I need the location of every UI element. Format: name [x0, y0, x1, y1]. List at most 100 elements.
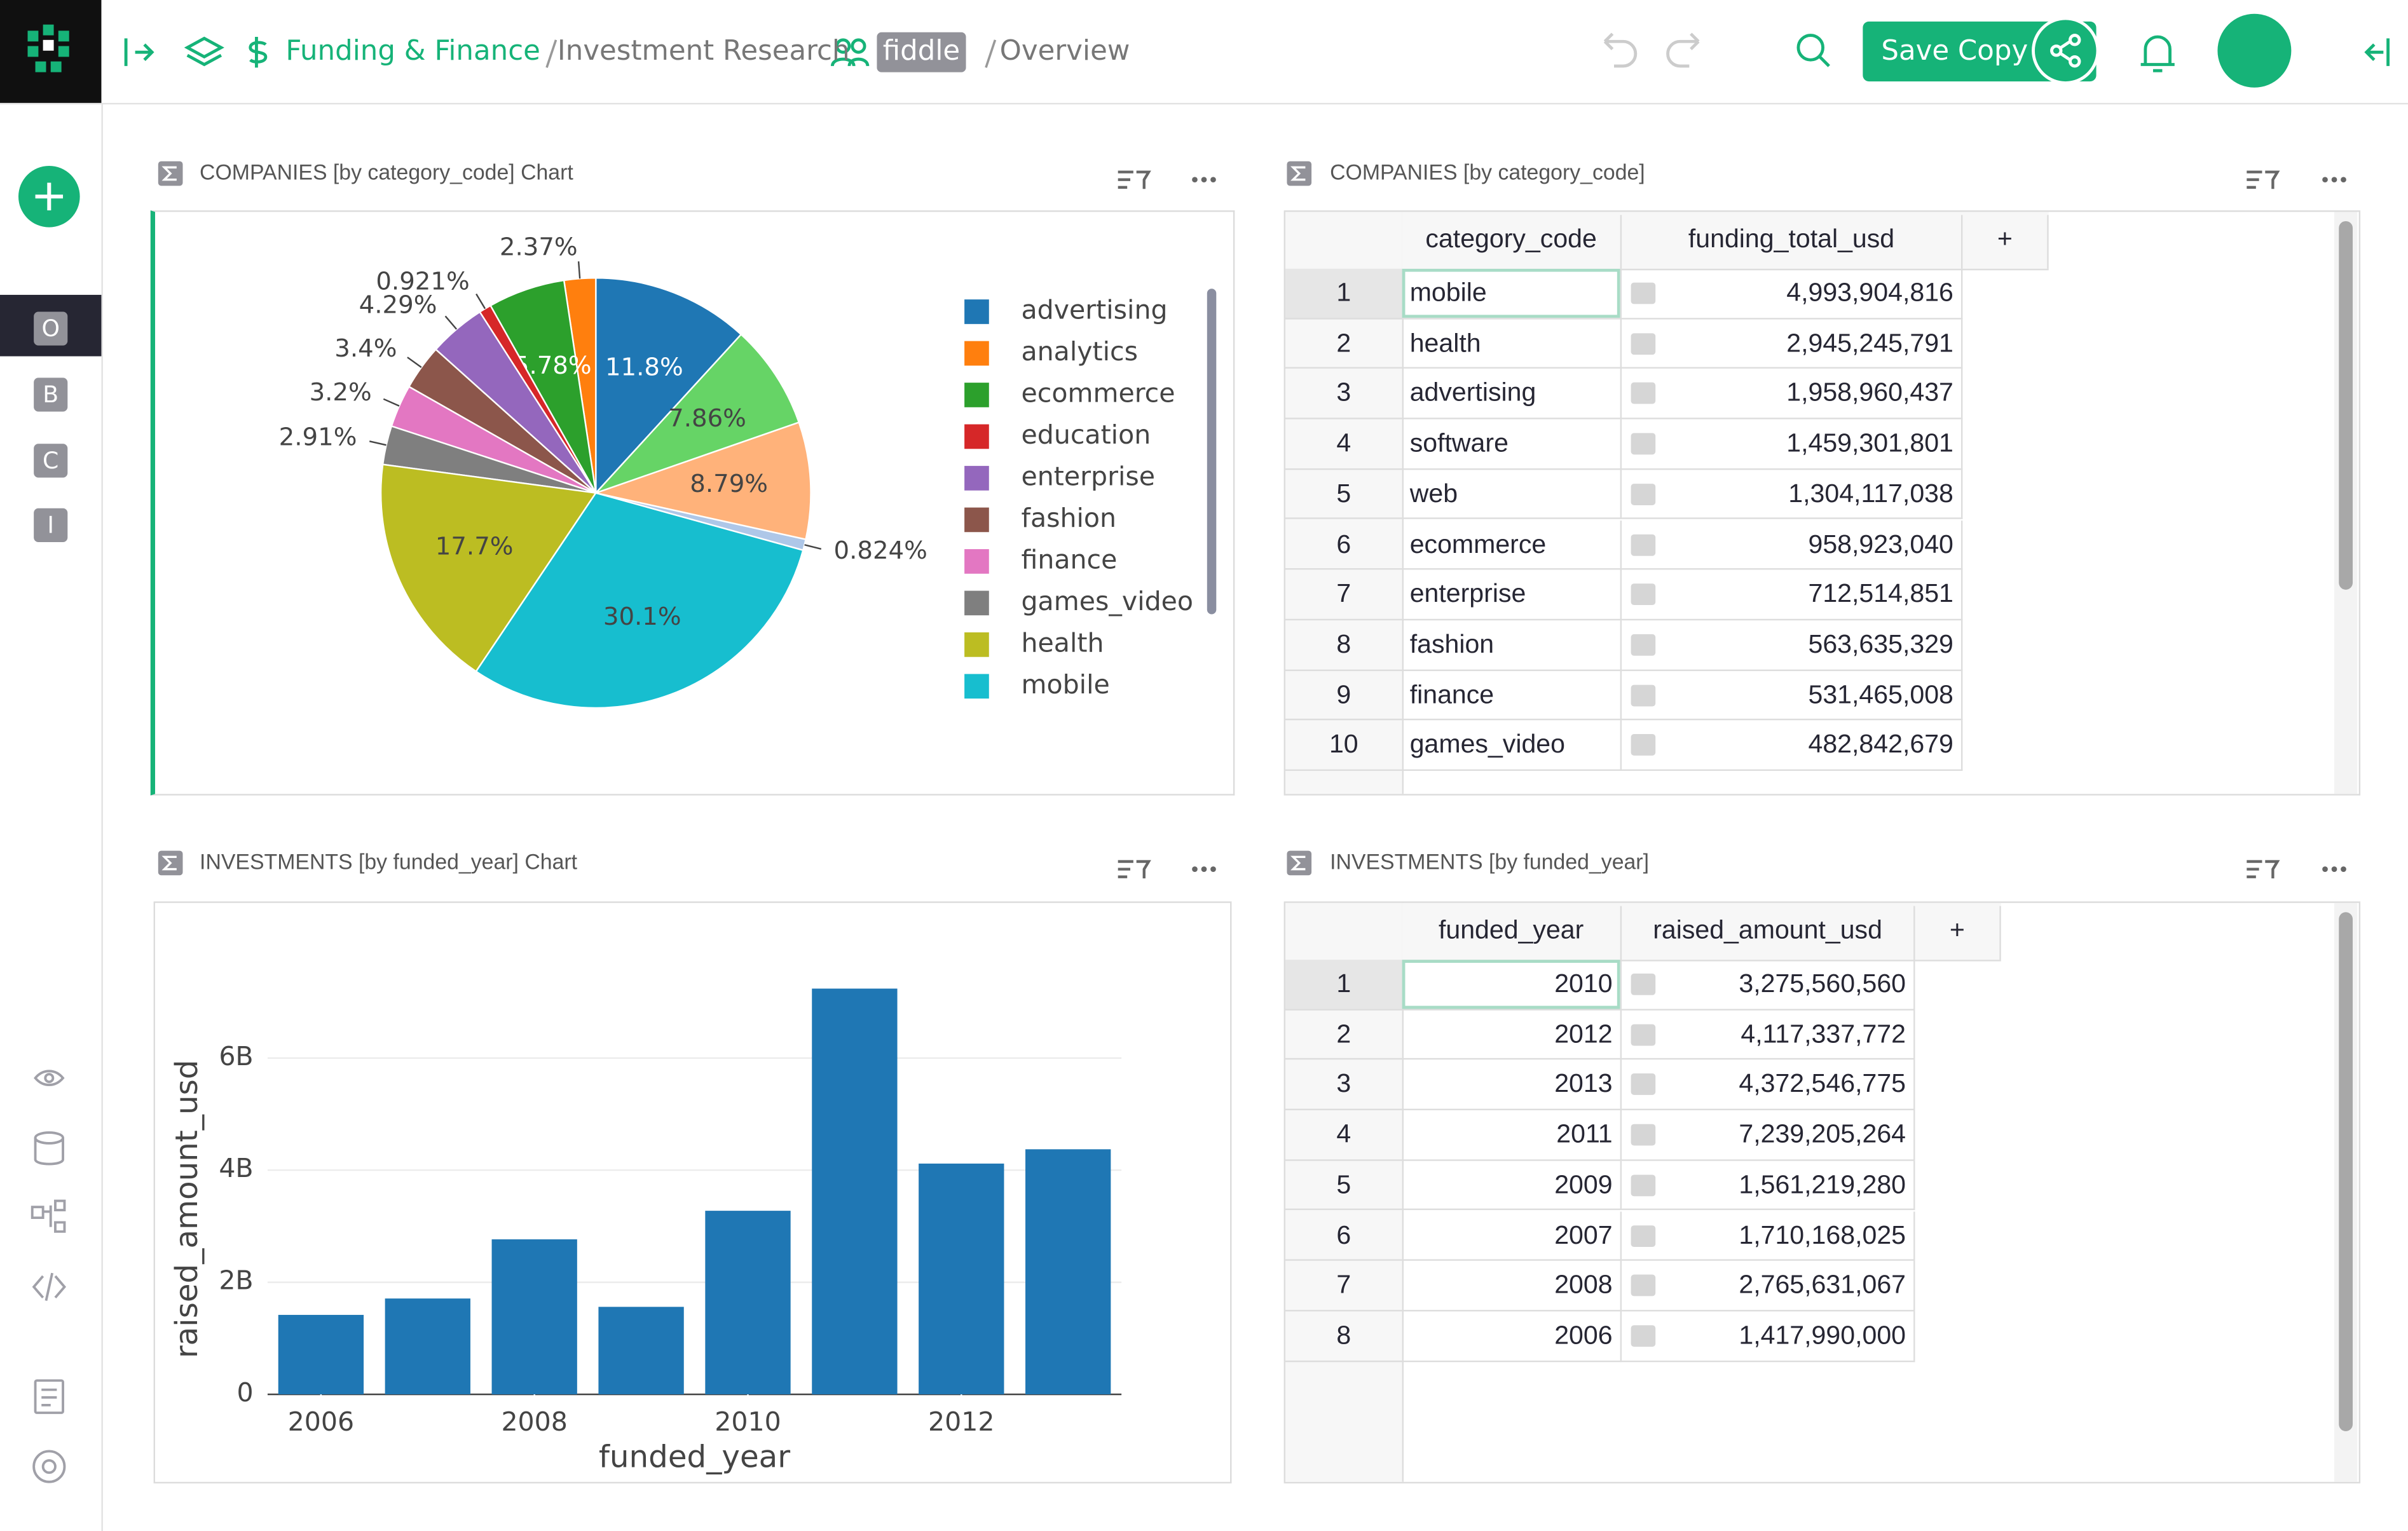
- column-header: raised_amount_usd: [1622, 906, 1915, 960]
- column-header: category_code: [1402, 215, 1622, 269]
- row-number: 5: [1285, 470, 1402, 520]
- pie-widget: 11.8%2.37%5.78%0.921%4.29%3.4%3.2%2.91%1…: [151, 210, 1235, 796]
- bar: [812, 989, 897, 1394]
- slice-label: 2.37%: [500, 233, 578, 262]
- row-number: 7: [1285, 1261, 1402, 1311]
- y-tick-label: 6B: [219, 1041, 253, 1072]
- bar: [919, 1164, 1004, 1394]
- table-cell: 2011: [1402, 1110, 1622, 1160]
- reference-icon: [1631, 383, 1656, 405]
- reference-icon: [1631, 433, 1656, 455]
- table-cell: 2,765,631,067: [1622, 1261, 1915, 1311]
- table-cell: 1,710,168,025: [1622, 1211, 1915, 1261]
- y-tick-label: 4B: [219, 1153, 253, 1183]
- row-number: 2: [1285, 1010, 1402, 1060]
- y-tick-label: 0: [236, 1377, 253, 1408]
- table-cell: 1,417,990,000: [1622, 1311, 1915, 1361]
- avatar[interactable]: [2217, 14, 2291, 88]
- slice-label: 3.4%: [334, 334, 397, 363]
- table-cell: 958,923,040: [1622, 520, 1962, 570]
- row-number: 1: [1285, 269, 1402, 319]
- legend-label: health: [1022, 627, 1104, 658]
- breadcrumb-page[interactable]: Investment Research: [558, 36, 850, 68]
- x-tick-label: 2012: [928, 1406, 995, 1437]
- breadcrumb-doc[interactable]: Funding & Finance: [285, 36, 540, 68]
- slice-label: 3.2%: [310, 378, 372, 407]
- legend-swatch: [964, 425, 989, 449]
- slice-label: 17.7%: [435, 532, 514, 561]
- table-cell: games_video: [1402, 721, 1622, 771]
- label-leader: [446, 316, 457, 329]
- table-cell: 2007: [1402, 1211, 1622, 1261]
- table-cell: 4,372,546,775: [1622, 1060, 1915, 1110]
- table-cell: 1,561,219,280: [1622, 1160, 1915, 1211]
- table-cell: 482,842,679: [1622, 721, 1962, 771]
- legend-swatch: [964, 674, 989, 699]
- page-letter[interactable]: I: [34, 508, 67, 542]
- label-leader: [369, 441, 386, 445]
- table-cell: software: [1402, 419, 1622, 470]
- row-number: 9: [1285, 670, 1402, 721]
- pie-chart: 11.8%2.37%5.78%0.921%4.29%3.4%3.2%2.91%1…: [155, 212, 1233, 794]
- table-cell: fashion: [1402, 620, 1622, 670]
- reference-icon: [1631, 1325, 1656, 1347]
- save-copy-label[interactable]: Save Copy: [1881, 36, 2028, 68]
- reference-icon: [1631, 333, 1656, 355]
- undo-redo[interactable]: [1605, 34, 1699, 66]
- legend-label: mobile: [1022, 669, 1110, 700]
- slice-label: 7.86%: [668, 404, 746, 433]
- legend-swatch: [964, 591, 989, 616]
- page-letter[interactable]: O: [34, 312, 67, 346]
- legend-swatch: [964, 632, 989, 657]
- add-column[interactable]: +: [1962, 215, 2048, 269]
- table-cell: health: [1402, 319, 1622, 369]
- y-tick-label: 2B: [219, 1265, 253, 1296]
- slice-label: 2.91%: [279, 423, 357, 451]
- legend-label: enterprise: [1022, 461, 1156, 491]
- add-column[interactable]: +: [1915, 906, 2001, 960]
- label-leader: [407, 357, 421, 367]
- row-number: 5: [1285, 1160, 1402, 1211]
- table-cell: 7,239,205,264: [1622, 1110, 1915, 1160]
- legend-swatch: [964, 466, 989, 491]
- legend-label: analytics: [1022, 336, 1139, 367]
- table-cell: 4,117,337,772: [1622, 1010, 1915, 1060]
- table-cell: 3,275,560,560: [1622, 960, 1915, 1010]
- column-header: funding_total_usd: [1622, 215, 1962, 269]
- table-widget: funded_yearraised_amount_usd+120103,275,…: [1284, 901, 2360, 1483]
- table-cell: 2012: [1402, 1010, 1622, 1060]
- table-cell: 1,304,117,038: [1622, 470, 1962, 520]
- table-cell: 2009: [1402, 1160, 1622, 1211]
- y-axis-title: raised_amount_usd: [169, 1060, 205, 1359]
- scrollbar-thumb: [2339, 221, 2353, 590]
- row-number: 8: [1285, 620, 1402, 670]
- row-number: 6: [1285, 1211, 1402, 1261]
- reference-icon: [1631, 1275, 1656, 1296]
- legend-scrollbar: [1207, 289, 1216, 614]
- bar: [1025, 1149, 1111, 1394]
- table-cell: 2006: [1402, 1311, 1622, 1361]
- legend-label: finance: [1022, 544, 1118, 575]
- table-cell: 2008: [1402, 1261, 1622, 1311]
- page-letter[interactable]: B: [34, 378, 67, 411]
- row-number: 4: [1285, 419, 1402, 470]
- slice-label: 0.824%: [834, 536, 927, 565]
- table-cell: enterprise: [1402, 570, 1622, 620]
- reference-icon: [1631, 1174, 1656, 1196]
- legend-label: games_video: [1022, 586, 1194, 616]
- sidebar-tools[interactable]: [32, 1071, 65, 1481]
- table-cell: web: [1402, 470, 1622, 520]
- page-letter[interactable]: C: [34, 444, 67, 477]
- share-button[interactable]: [2034, 18, 2098, 83]
- table-cell: 531,465,008: [1622, 670, 1962, 721]
- widget-title: COMPANIES [by category_code] Chart: [200, 160, 573, 184]
- widget-title: INVESTMENTS [by funded_year] Chart: [200, 849, 577, 874]
- page-name[interactable]: Overview: [1000, 36, 1130, 68]
- bar: [705, 1211, 790, 1394]
- reference-icon: [1631, 974, 1656, 995]
- widget-title: COMPANIES [by category_code]: [1330, 160, 1645, 184]
- slice-label: 30.1%: [603, 602, 681, 631]
- scrollbar-thumb: [2339, 912, 2353, 1431]
- reference-icon: [1631, 584, 1656, 606]
